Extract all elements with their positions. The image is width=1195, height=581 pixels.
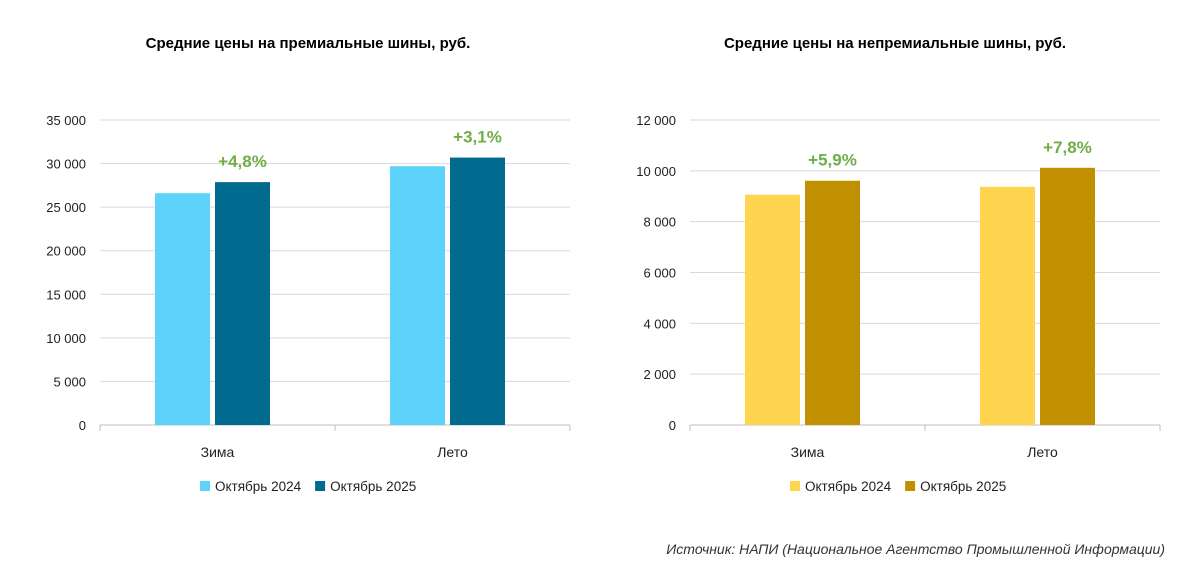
- source-note: Источник: НАПИ (Национальное Агентство П…: [666, 541, 1165, 557]
- change-label: +7,8%: [1043, 138, 1092, 157]
- y-tick-label: 20 000: [46, 244, 86, 259]
- y-tick-label: 15 000: [46, 287, 86, 302]
- change-label: +3,1%: [453, 128, 502, 147]
- y-tick-label: 4 000: [643, 316, 676, 331]
- y-tick-label: 35 000: [46, 113, 86, 128]
- legend-label: Октябрь 2025: [330, 479, 416, 494]
- category-label: Лето: [437, 444, 468, 460]
- y-tick-label: 10 000: [46, 331, 86, 346]
- bar-2024: [390, 166, 445, 425]
- change-label: +5,9%: [808, 151, 857, 170]
- bar-2024: [980, 186, 1035, 425]
- bar-2024: [155, 193, 210, 425]
- y-tick-label: 0: [669, 418, 676, 433]
- legend-swatch: [200, 481, 210, 491]
- legend-label: Октябрь 2024: [805, 479, 892, 494]
- bar-2024: [745, 194, 800, 425]
- y-tick-label: 6 000: [643, 266, 676, 281]
- bar-2025: [450, 157, 505, 425]
- legend-swatch: [315, 481, 326, 491]
- y-tick-label: 30 000: [46, 157, 86, 172]
- y-tick-label: 0: [79, 418, 86, 433]
- legend-swatch: [790, 481, 800, 491]
- y-tick-label: 5 000: [53, 374, 86, 389]
- y-tick-label: 2 000: [643, 367, 676, 382]
- chart-title: Средние цены на непремиальные шины, руб.: [724, 35, 1066, 52]
- legend-label: Октябрь 2024: [215, 479, 302, 494]
- bar-2025: [215, 182, 270, 425]
- legend-swatch: [905, 481, 916, 491]
- bar-2025: [805, 180, 860, 425]
- y-tick-label: 8 000: [643, 215, 676, 230]
- category-label: Зима: [201, 444, 235, 460]
- change-label: +4,8%: [218, 152, 267, 171]
- y-tick-label: 10 000: [636, 164, 676, 179]
- y-tick-label: 25 000: [46, 200, 86, 215]
- category-label: Зима: [791, 444, 825, 460]
- legend-label: Октябрь 2025: [920, 479, 1006, 494]
- y-tick-label: 12 000: [636, 113, 676, 128]
- chart-title: Средние цены на премиальные шины, руб.: [146, 35, 471, 52]
- category-label: Лето: [1027, 444, 1058, 460]
- bar-2025: [1040, 167, 1095, 426]
